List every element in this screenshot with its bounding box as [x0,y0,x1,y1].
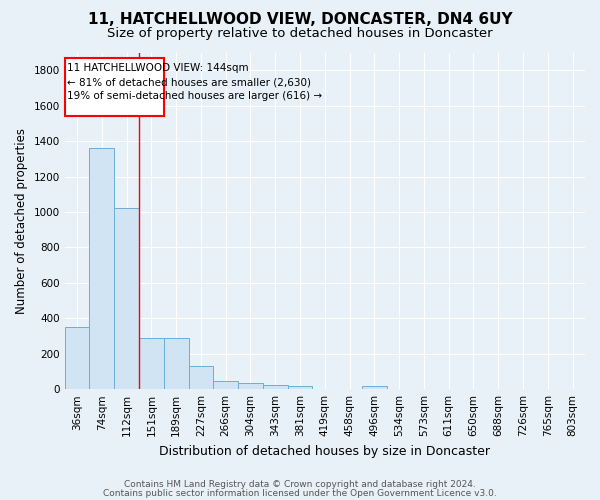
Y-axis label: Number of detached properties: Number of detached properties [15,128,28,314]
Bar [164,338,188,389]
Bar [238,383,263,389]
Bar [362,386,387,389]
Bar [263,385,287,389]
Text: Size of property relative to detached houses in Doncaster: Size of property relative to detached ho… [107,28,493,40]
Bar [139,338,164,389]
Text: Contains HM Land Registry data © Crown copyright and database right 2024.: Contains HM Land Registry data © Crown c… [124,480,476,489]
Bar [114,208,139,389]
Text: 11 HATCHELLWOOD VIEW: 144sqm
← 81% of detached houses are smaller (2,630)
19% of: 11 HATCHELLWOOD VIEW: 144sqm ← 81% of de… [67,63,322,101]
Bar [287,386,313,389]
FancyBboxPatch shape [65,58,164,116]
Bar [65,327,89,389]
Text: Contains public sector information licensed under the Open Government Licence v3: Contains public sector information licen… [103,488,497,498]
Bar [188,366,214,389]
X-axis label: Distribution of detached houses by size in Doncaster: Distribution of detached houses by size … [160,444,490,458]
Bar [89,148,114,389]
Bar [214,381,238,389]
Text: 11, HATCHELLWOOD VIEW, DONCASTER, DN4 6UY: 11, HATCHELLWOOD VIEW, DONCASTER, DN4 6U… [88,12,512,28]
